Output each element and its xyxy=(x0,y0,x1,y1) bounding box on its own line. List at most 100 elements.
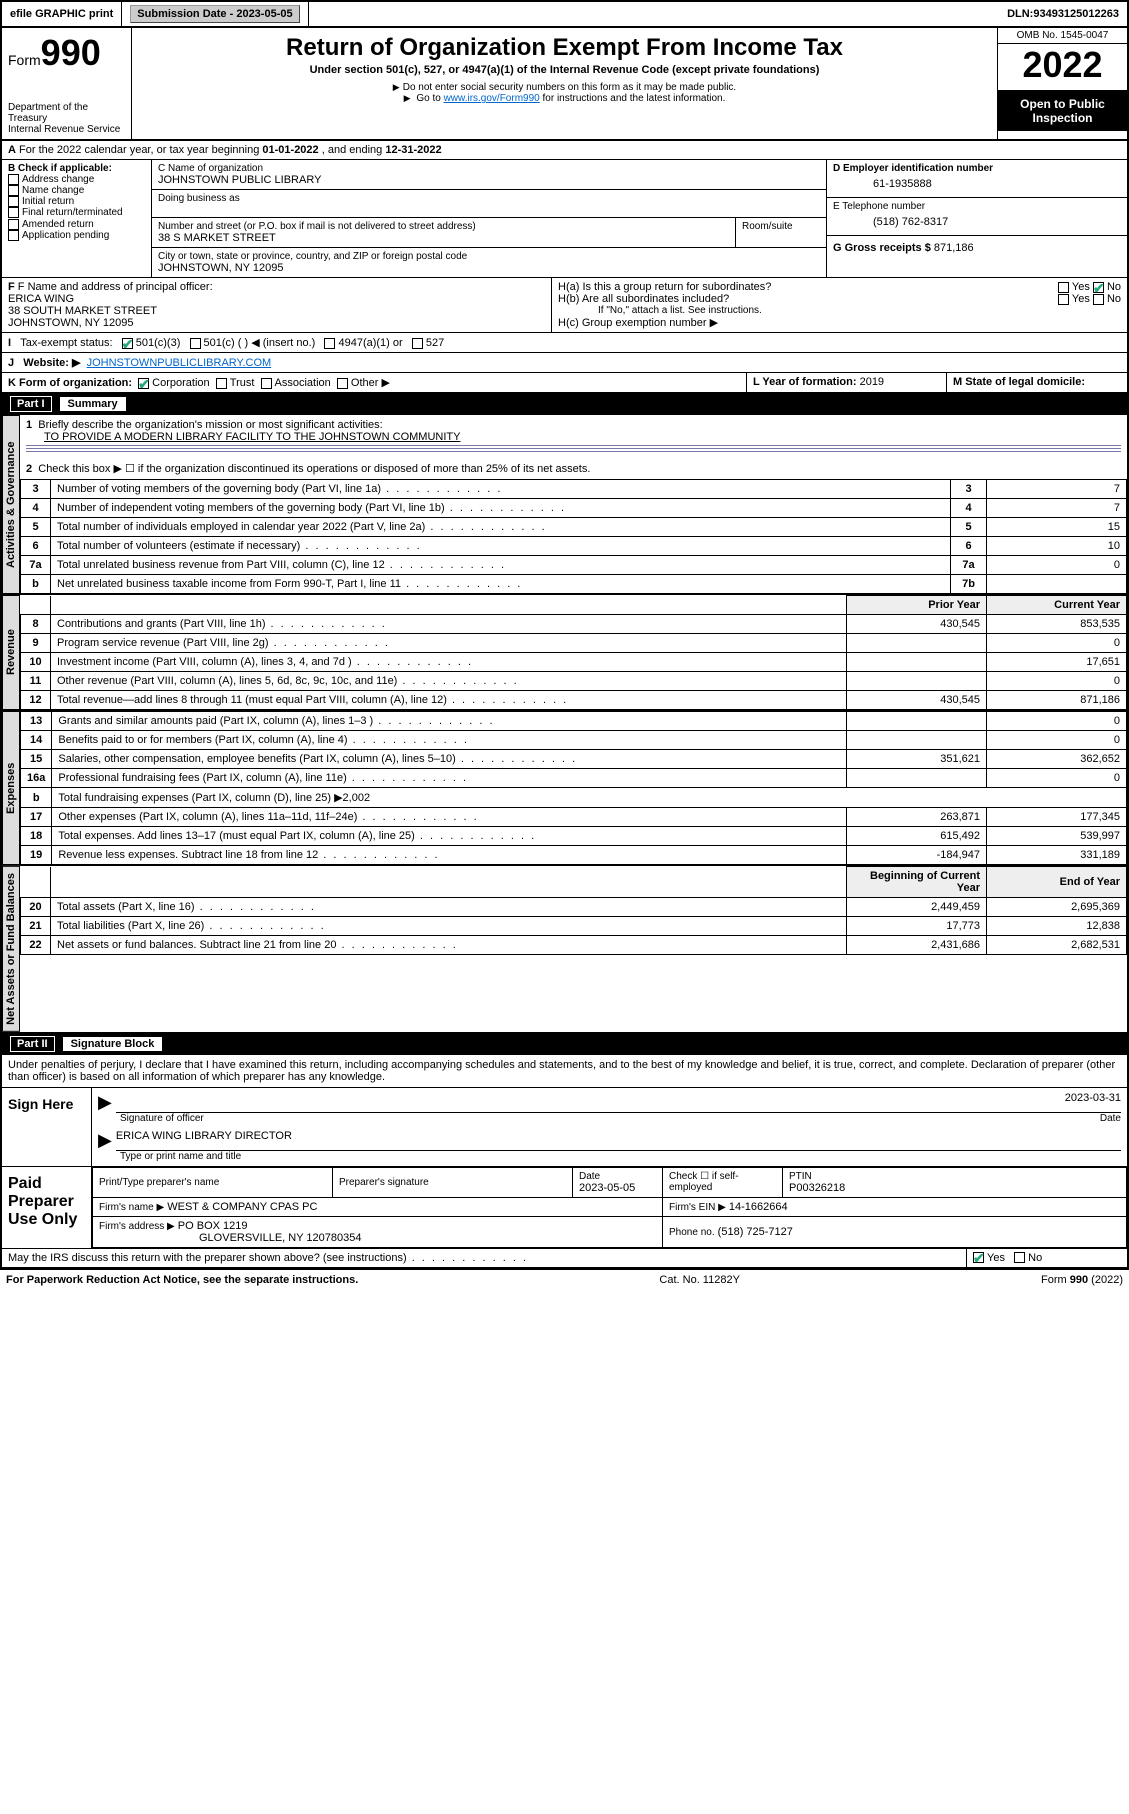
sig-date-label: Date xyxy=(1100,1113,1121,1124)
form990-link[interactable]: www.irs.gov/Form990 xyxy=(444,93,540,104)
page-footer: For Paperwork Reduction Act Notice, see … xyxy=(0,1270,1129,1290)
form-title: Return of Organization Exempt From Incom… xyxy=(138,34,991,62)
firm-addr-label: Firm's address ▶ xyxy=(99,1221,175,1232)
na-tab: Net Assets or Fund Balances xyxy=(2,866,20,1032)
discuss-no-check[interactable] xyxy=(1014,1252,1025,1263)
hc-label: H(c) Group exemption number ▶ xyxy=(558,316,1121,329)
m-label: M State of legal domicile: xyxy=(953,376,1085,388)
ein-value: 61-1935888 xyxy=(833,174,1121,194)
firm-ein: 14-1662664 xyxy=(729,1201,788,1213)
right-id-col: D Employer identification number 61-1935… xyxy=(827,160,1127,277)
boxb-opt: Initial return xyxy=(8,196,145,207)
boxb-opt: Amended return xyxy=(8,219,145,230)
website-link[interactable]: JOHNSTOWNPUBLICLIBRARY.COM xyxy=(87,357,272,369)
box-h: H(a) Is this a group return for subordin… xyxy=(552,278,1127,332)
sign-date: 2023-03-31 xyxy=(1065,1092,1121,1104)
hb-yes-check[interactable] xyxy=(1058,294,1069,305)
note-ssn: Do not enter social security numbers on … xyxy=(138,82,991,93)
dln: DLN: 93493125012263 xyxy=(999,2,1127,26)
form-subtitle: Under section 501(c), 527, or 4947(a)(1)… xyxy=(138,64,991,76)
paid-preparer-block: Paid Preparer Use Only Print/Type prepar… xyxy=(2,1167,1127,1249)
ag-table: 3Number of voting members of the governi… xyxy=(20,479,1127,594)
city-label: City or town, state or province, country… xyxy=(158,251,820,262)
discuss-row: May the IRS discuss this return with the… xyxy=(2,1249,1127,1268)
form-body: Form990 Department of the Treasury Inter… xyxy=(0,28,1129,1270)
hb-note: If "No," attach a list. See instructions… xyxy=(558,305,1121,316)
line-klm: K Form of organization: Corporation Trus… xyxy=(2,373,1127,393)
phone-label: E Telephone number xyxy=(833,201,1121,212)
gross-value: 871,186 xyxy=(934,242,974,254)
room-label: Room/suite xyxy=(742,221,820,232)
penalties-text: Under penalties of perjury, I declare th… xyxy=(2,1055,1127,1088)
prep-date-label: Date xyxy=(579,1171,656,1182)
efile-label: efile GRAPHIC print xyxy=(2,2,122,26)
boxb-opt: Name change xyxy=(8,185,145,196)
501c3-check[interactable] xyxy=(122,338,133,349)
preparer-sig-label: Preparer's signature xyxy=(339,1177,566,1188)
firm-name: WEST & COMPANY CPAS PC xyxy=(167,1201,317,1213)
line-a: A For the 2022 calendar year, or tax yea… xyxy=(2,141,1127,160)
sig-officer-label: Signature of officer xyxy=(120,1113,204,1124)
typed-name-label: Type or print name and title xyxy=(98,1151,1121,1162)
submission-date: Submission Date - 2023-05-05 xyxy=(122,2,308,26)
officer-name: ERICA WING xyxy=(8,293,545,305)
firm-addr2: GLOVERSVILLE, NY 120780354 xyxy=(99,1232,361,1244)
expenses-section: Expenses 13Grants and similar amounts pa… xyxy=(2,711,1127,866)
submission-date-btn[interactable]: Submission Date - 2023-05-05 xyxy=(130,5,299,23)
top-bar: efile GRAPHIC print Submission Date - 20… xyxy=(0,0,1129,28)
irs-label: Internal Revenue Service xyxy=(8,124,125,135)
boxb-opt: Final return/terminated xyxy=(8,207,145,218)
mission-label: Briefly describe the organization's miss… xyxy=(38,419,382,431)
boxb-opt: Application pending xyxy=(8,230,145,241)
4947-check[interactable] xyxy=(324,338,335,349)
discuss-question: May the IRS discuss this return with the… xyxy=(8,1252,528,1264)
box-c: C Name of organization JOHNSTOWN PUBLIC … xyxy=(152,160,827,277)
exp-tab: Expenses xyxy=(2,711,20,865)
line-j: J Website: ▶ JOHNSTOWNPUBLICLIBRARY.COM xyxy=(2,353,1127,373)
line2-text: Check this box ▶ ☐ if the organization d… xyxy=(38,463,590,475)
city-state-zip: JOHNSTOWN, NY 12095 xyxy=(158,262,820,274)
hb-no-check[interactable] xyxy=(1093,294,1104,305)
officer-addr1: 38 SOUTH MARKET STREET xyxy=(8,305,545,317)
firm-addr1: PO BOX 1219 xyxy=(178,1220,248,1232)
org-name: JOHNSTOWN PUBLIC LIBRARY xyxy=(158,174,820,186)
ag-tab: Activities & Governance xyxy=(2,415,20,594)
netassets-section: Net Assets or Fund Balances Beginning of… xyxy=(2,866,1127,1033)
expenses-table: 13Grants and similar amounts paid (Part … xyxy=(20,711,1127,865)
note-goto: Go to www.irs.gov/Form990 for instructio… xyxy=(138,93,991,104)
preparer-name-label: Print/Type preparer's name xyxy=(99,1177,326,1188)
paid-preparer-label: Paid Preparer Use Only xyxy=(2,1167,92,1248)
501c-check[interactable] xyxy=(190,338,201,349)
sign-here-block: Sign Here ▶ 2023-03-31 Signature of offi… xyxy=(2,1088,1127,1167)
form-number: Form990 xyxy=(8,32,125,74)
sig-arrow-icon: ▶ xyxy=(98,1092,112,1113)
open-to-public: Open to Public Inspection xyxy=(998,91,1127,131)
form-ref: Form 990 (2022) xyxy=(1041,1274,1123,1286)
box-f: F F Name and address of principal office… xyxy=(2,278,552,332)
firm-name-label: Firm's name ▶ xyxy=(99,1202,164,1213)
ein-label: D Employer identification number xyxy=(833,163,1121,174)
hb-question: H(b) Are all subordinates included? xyxy=(558,293,729,305)
discuss-yes-check[interactable] xyxy=(973,1252,984,1263)
box-b: B Check if applicable: Address changeNam… xyxy=(2,160,152,277)
ha-yes-check[interactable] xyxy=(1058,282,1069,293)
527-check[interactable] xyxy=(412,338,423,349)
ptin-label: PTIN xyxy=(789,1171,1120,1182)
part2-header: Part II Signature Block xyxy=(2,1033,1127,1055)
activities-governance-section: Activities & Governance 1 Briefly descri… xyxy=(2,415,1127,595)
officer-addr2: JOHNSTOWN, NY 12095 xyxy=(8,317,545,329)
rev-tab: Revenue xyxy=(2,595,20,710)
part1-header: Part I Summary xyxy=(2,393,1127,415)
l-label: L Year of formation: xyxy=(753,376,857,388)
officer-group-row: F F Name and address of principal office… xyxy=(2,278,1127,333)
mission-text: TO PROVIDE A MODERN LIBRARY FACILITY TO … xyxy=(26,431,460,443)
year-formation: 2019 xyxy=(860,376,884,388)
form-header: Form990 Department of the Treasury Inter… xyxy=(2,28,1127,141)
phone-value: (518) 762-8317 xyxy=(833,212,1121,232)
ha-no-check[interactable] xyxy=(1093,282,1104,293)
org-name-label: C Name of organization xyxy=(158,163,820,174)
tax-year: 2022 xyxy=(998,44,1127,91)
sig-arrow2-icon: ▶ xyxy=(98,1130,112,1151)
officer-typed-name: ERICA WING LIBRARY DIRECTOR xyxy=(116,1130,1121,1151)
prep-date: 2023-05-05 xyxy=(579,1182,656,1194)
